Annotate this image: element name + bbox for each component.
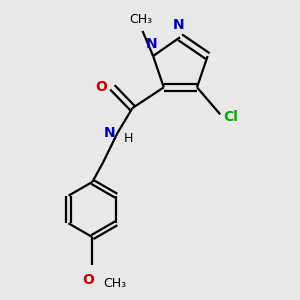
Text: CH₃: CH₃ — [129, 13, 152, 26]
Text: Cl: Cl — [223, 110, 238, 124]
Text: N: N — [172, 18, 184, 32]
Text: O: O — [83, 273, 94, 287]
Text: N: N — [103, 126, 115, 140]
Text: CH₃: CH₃ — [103, 277, 126, 290]
Text: O: O — [95, 80, 107, 94]
Text: N: N — [146, 37, 157, 51]
Text: H: H — [124, 132, 133, 145]
